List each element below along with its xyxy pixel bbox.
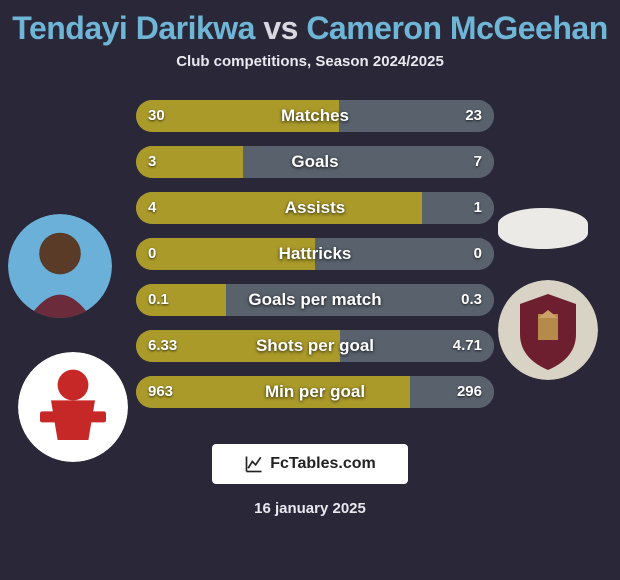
title-vs: vs	[263, 10, 298, 46]
stat-value-left: 0.1	[148, 284, 169, 316]
avatar-club-left	[18, 352, 128, 462]
stat-value-right: 1	[474, 192, 482, 224]
chart-icon	[244, 454, 264, 474]
stat-value-left: 4	[148, 192, 156, 224]
stats-bars: 3023Matches37Goals41Assists00Hattricks0.…	[136, 100, 494, 422]
title-right: Cameron McGeehan	[306, 10, 607, 46]
title-left: Tendayi Darikwa	[12, 10, 255, 46]
stat-value-left: 963	[148, 376, 173, 408]
stat-value-left: 0	[148, 238, 156, 270]
stat-value-left: 6.33	[148, 330, 177, 362]
avatar-player-right	[498, 208, 588, 249]
stat-value-right: 4.71	[453, 330, 482, 362]
stat-value-right: 23	[465, 100, 482, 132]
stat-row: 41Assists	[136, 192, 494, 224]
stat-value-left: 3	[148, 146, 156, 178]
stat-row: 6.334.71Shots per goal	[136, 330, 494, 362]
date-text: 16 january 2025	[0, 500, 620, 517]
stat-row: 00Hattricks	[136, 238, 494, 270]
stat-value-right: 0	[474, 238, 482, 270]
stat-value-left: 30	[148, 100, 165, 132]
stat-row: 0.10.3Goals per match	[136, 284, 494, 316]
source-text: FcTables.com	[270, 455, 376, 473]
page-title: Tendayi Darikwa vs Cameron McGeehan	[0, 0, 620, 47]
stat-row: 37Goals	[136, 146, 494, 178]
stat-row: 3023Matches	[136, 100, 494, 132]
source-badge: FcTables.com	[212, 444, 408, 484]
avatar-club-right	[498, 280, 598, 380]
subtitle: Club competitions, Season 2024/2025	[0, 53, 620, 70]
stat-value-right: 0.3	[461, 284, 482, 316]
stat-value-right: 296	[457, 376, 482, 408]
stat-value-right: 7	[474, 146, 482, 178]
stat-row: 963296Min per goal	[136, 376, 494, 408]
avatar-player-left	[8, 214, 112, 318]
